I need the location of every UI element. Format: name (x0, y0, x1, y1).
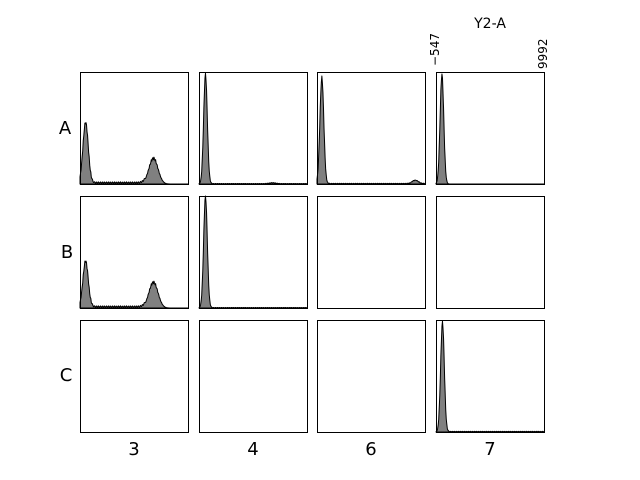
panel-a-7 (435, 72, 545, 185)
panel-frame (436, 72, 545, 185)
panel-frame (317, 196, 426, 309)
panel-frame (80, 196, 189, 309)
panel-frame (317, 320, 426, 433)
column-label-3: 3 (128, 439, 139, 460)
panels-layer (79, 72, 545, 433)
panel-frame (199, 72, 308, 185)
column-label-7: 7 (484, 439, 495, 460)
histogram-area (198, 195, 308, 309)
panel-frame (80, 320, 189, 433)
panel-a-3 (79, 72, 189, 185)
panel-c-7 (435, 320, 545, 433)
row-label-a: A (59, 118, 72, 139)
panel-a-4 (198, 72, 308, 185)
row-label-c: C (60, 365, 73, 386)
panel-b-7 (436, 196, 545, 309)
histogram-area (435, 73, 545, 185)
x-tick-max: 9992 (536, 38, 550, 69)
histogram-area (316, 75, 426, 185)
panel-c-6 (317, 320, 426, 433)
panel-b-3 (79, 196, 189, 309)
panel-frame (80, 72, 189, 185)
column-label-4: 4 (247, 439, 258, 460)
panel-frame (199, 320, 308, 433)
panel-frame (436, 196, 545, 309)
panel-c-3 (80, 320, 189, 433)
histogram-area (79, 122, 189, 185)
histogram-area (79, 260, 189, 309)
histogram-area (435, 320, 545, 433)
column-label-6: 6 (365, 439, 376, 460)
x-tick-min: −547 (428, 33, 442, 66)
row-label-b: B (61, 242, 73, 263)
panel-a-6 (316, 72, 426, 185)
panel-frame (317, 72, 426, 185)
panel-b-6 (317, 196, 426, 309)
panel-frame (199, 196, 308, 309)
histogram-area (198, 72, 308, 185)
panel-frame (436, 320, 545, 433)
panel-b-4 (198, 195, 308, 309)
panel-c-4 (199, 320, 308, 433)
channel-label: Y2-A (473, 16, 506, 32)
